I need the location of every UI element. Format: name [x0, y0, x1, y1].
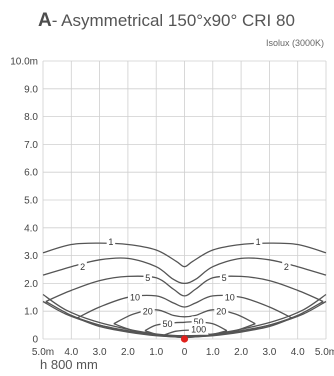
x-tick-label: 4.0	[64, 347, 78, 358]
y-tick-label: 5.0	[24, 196, 38, 207]
contour-label-background	[160, 318, 175, 330]
x-tick-label: 4.0	[291, 347, 305, 358]
contour-line-2-upper	[42, 257, 327, 285]
contour-label: 10	[130, 293, 140, 303]
x-tick-label: 2.0	[121, 347, 135, 358]
x-tick-label: 2.0	[234, 347, 248, 358]
light-source-marker	[180, 335, 189, 343]
x-tick-label: 0	[182, 347, 188, 358]
contour-label: 2	[80, 262, 85, 272]
contour-label-background	[219, 272, 229, 284]
contour-line-20-upper	[113, 309, 256, 325]
y-tick-label: 9.0	[24, 84, 38, 95]
contour-label-background	[140, 305, 155, 317]
title-letter: A	[38, 10, 52, 31]
contour-label-background	[188, 323, 209, 335]
x-axis-ticks: 5.0m 4.0 3.0 2.0 1.0 0 1.0 2.0 3.0 4.0 5.0m	[32, 347, 334, 358]
contour-label: 5	[145, 273, 150, 283]
contour-label-background	[143, 272, 152, 284]
y-tick-label: 7.0	[24, 140, 38, 151]
contour-label: 1	[108, 237, 113, 247]
title-text: - Asymmetrical 150°x90° CRI 80	[51, 11, 295, 30]
contour-label: 50	[163, 319, 173, 329]
contour-label-background	[191, 316, 206, 328]
contour-label-background	[78, 261, 87, 273]
contour-line-5-upper	[45, 275, 324, 303]
contour-label-background	[127, 291, 142, 303]
x-tick-label: 3.0	[93, 347, 107, 358]
x-tick-label: 1.0	[149, 347, 163, 358]
chart-subtitle: Isolux (3000K)	[265, 38, 324, 48]
y-axis-ticks: 0 1.0 2.0 3.0 4.0 5.0 6.0 7.0 8.0 9.0 10.0m	[10, 57, 38, 346]
y-tick-label: 8.0	[24, 112, 38, 123]
contour-label: 1	[256, 237, 261, 247]
chart-title: A- Asymmetrical 150°x90° CRI 80	[38, 10, 295, 32]
x-tick-label: 5.0m	[315, 347, 334, 358]
y-tick-label: 0	[32, 335, 38, 346]
y-tick-label: 4.0	[24, 223, 38, 234]
mounting-height-note: h 800 mm	[40, 357, 98, 372]
contour-label-background	[214, 305, 229, 317]
y-tick-label: 6.0	[24, 168, 38, 179]
contour-label: 2	[284, 262, 289, 272]
y-tick-label: 1.0	[24, 307, 38, 318]
y-tick-label: 2.0	[24, 279, 38, 290]
contour-line-1-upper	[42, 242, 327, 268]
x-tick-label: 5.0m	[32, 347, 54, 358]
contour-label-background	[106, 236, 116, 248]
contour-label: 50	[194, 317, 204, 327]
contour-line-10-upper	[76, 294, 293, 319]
contour-line-50-upper	[144, 321, 228, 332]
contour-label: 100	[191, 325, 206, 335]
contour-label: 10	[225, 293, 235, 303]
contour-label-background	[282, 261, 291, 273]
contour-label-background	[222, 291, 237, 303]
contour-label: 20	[216, 307, 226, 317]
x-tick-label: 1.0	[206, 347, 220, 358]
contour-label: 20	[143, 307, 153, 317]
x-tick-label: 3.0	[262, 347, 276, 358]
contour-label-background	[253, 236, 263, 248]
y-tick-label: 10.0m	[10, 57, 38, 68]
y-tick-label: 3.0	[24, 251, 38, 262]
contour-label: 5	[222, 273, 227, 283]
chart-grid	[42, 60, 327, 340]
light-source-marker-group	[180, 335, 189, 343]
